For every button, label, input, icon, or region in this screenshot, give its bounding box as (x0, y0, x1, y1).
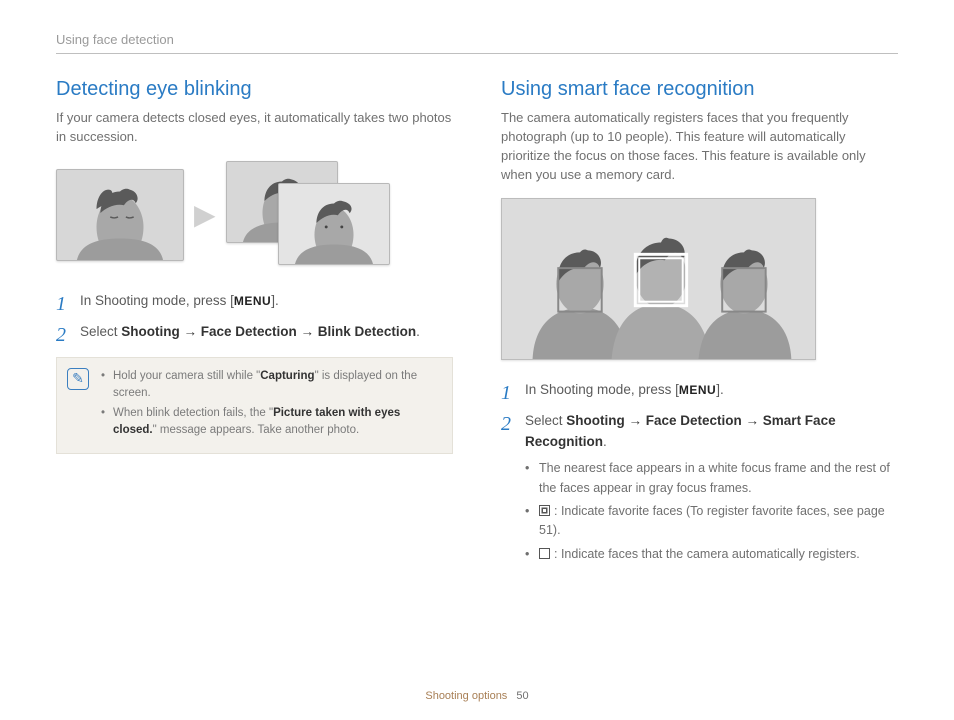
note-item: Hold your camera still while "Capturing"… (101, 368, 440, 403)
arrow-icon: ▶ (194, 198, 216, 231)
right-column: Using smart face recognition The camera … (501, 78, 898, 574)
step-text: Select (525, 413, 566, 428)
bullet-auto: : Indicate faces that the camera automat… (525, 545, 898, 564)
step-text: ]. (271, 293, 279, 308)
bullet-frame-colors: The nearest face appears in a white focu… (525, 459, 898, 498)
double-square-icon (539, 505, 550, 516)
footer-section: Shooting options (425, 690, 507, 702)
intro-smart: The camera automatically registers faces… (501, 109, 898, 184)
bullet-favorite: : Indicate favorite faces (To register f… (525, 502, 898, 541)
note-bold: Capturing (260, 370, 314, 382)
square-icon (539, 548, 550, 559)
note-icon: ✎ (67, 368, 89, 390)
sub-bullets: The nearest face appears in a white focu… (525, 459, 898, 564)
step-text: . (603, 434, 607, 449)
section-title-blink: Detecting eye blinking (56, 78, 453, 101)
bullet-text: : Indicate favorite faces (To register f… (539, 504, 885, 537)
step-text: In Shooting mode, press [ (525, 382, 679, 397)
step-1-blink: In Shooting mode, press [MENU]. (56, 291, 453, 312)
left-column: Detecting eye blinking If your camera de… (56, 78, 453, 574)
step-text: Select (80, 324, 121, 339)
steps-blink: In Shooting mode, press [MENU]. Select S… (56, 291, 453, 343)
group-photo (501, 198, 816, 360)
note-item: When blink detection fails, the "Picture… (101, 405, 440, 440)
content-columns: Detecting eye blinking If your camera de… (56, 78, 898, 574)
photo-eyes-closed (56, 169, 184, 261)
menu-label: MENU (234, 292, 271, 311)
steps-smart: In Shooting mode, press [MENU]. Select S… (501, 380, 898, 564)
step-2-smart: Select Shooting → Face Detection → Smart… (501, 411, 898, 564)
step-text: ]. (716, 382, 724, 397)
footer-page-number: 50 (516, 690, 528, 702)
blink-illustration-row: ▶ (56, 161, 453, 269)
step-text: In Shooting mode, press [ (80, 293, 234, 308)
photo-stack (226, 161, 396, 269)
note-text: When blink detection fails, the " (113, 407, 273, 419)
intro-blink: If your camera detects closed eyes, it a… (56, 109, 453, 147)
bullet-text: : Indicate faces that the camera automat… (554, 547, 860, 561)
photo-result-front (278, 183, 390, 265)
note-text: " message appears. Take another photo. (153, 424, 360, 436)
step-bold: Shooting → Face Detection → Smart Face R… (525, 413, 836, 449)
step-bold: Shooting → Face Detection → Blink Detect… (121, 324, 416, 339)
page-footer: Shooting options 50 (0, 690, 954, 702)
note-text: Hold your camera still while " (113, 370, 260, 382)
step-1-smart: In Shooting mode, press [MENU]. (501, 380, 898, 401)
section-title-smart: Using smart face recognition (501, 78, 898, 101)
note-box: ✎ Hold your camera still while "Capturin… (56, 357, 453, 454)
menu-label: MENU (679, 381, 716, 400)
step-2-blink: Select Shooting → Face Detection → Blink… (56, 322, 453, 343)
step-text: . (416, 324, 420, 339)
breadcrumb: Using face detection (56, 32, 898, 54)
